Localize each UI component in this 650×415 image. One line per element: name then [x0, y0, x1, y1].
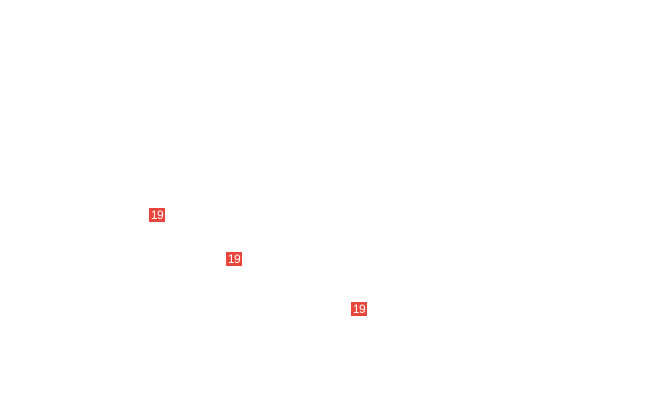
count-badge: 19: [351, 302, 367, 316]
count-badge: 19: [226, 252, 242, 266]
count-badge: 19: [149, 208, 165, 222]
